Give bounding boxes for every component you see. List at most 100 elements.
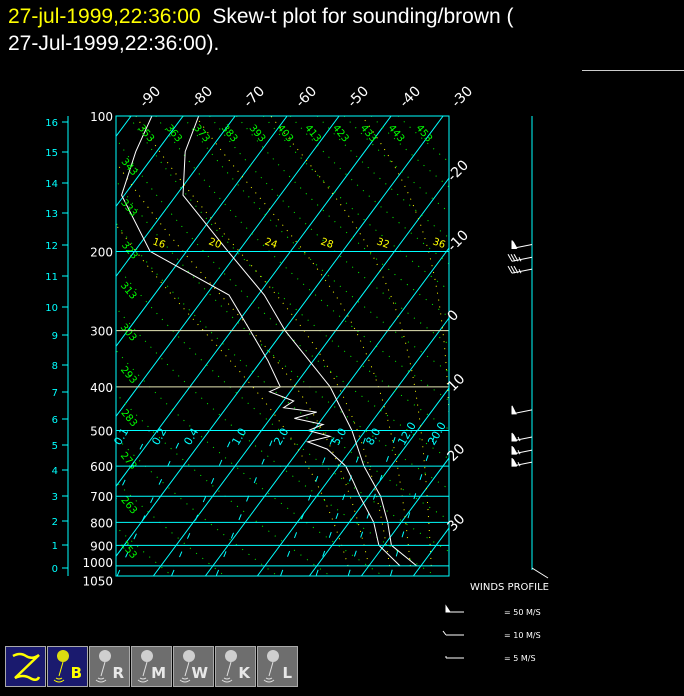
toolbar-button-w[interactable]: W <box>173 646 214 687</box>
toolbar-button-m[interactable]: M <box>131 646 172 687</box>
station-letter: K <box>238 664 250 682</box>
height-label: 5 <box>52 441 58 452</box>
station-letter: M <box>151 664 166 682</box>
balloon-icon <box>221 650 237 683</box>
dry-adiabat-label: 253 <box>118 539 139 561</box>
isotherm-label: 0 <box>445 307 463 325</box>
pressure-label: 800 <box>90 516 113 530</box>
height-label: 9 <box>52 331 58 342</box>
height-label: 8 <box>52 361 58 372</box>
barb-icon <box>513 253 519 262</box>
title-timestamp: 27-jul-1999,22:36:00 <box>8 5 201 28</box>
toolbar-button-z[interactable] <box>5 646 46 687</box>
height-label: 0 <box>52 564 58 575</box>
isotherm-line <box>308 387 449 576</box>
moist-adiabat-line <box>270 116 432 566</box>
half-barb-icon <box>517 461 521 467</box>
moist-adiabat-label: 24 <box>263 236 279 251</box>
height-label: 6 <box>52 415 58 426</box>
isotherm-line <box>256 317 449 576</box>
height-label: 4 <box>52 466 58 477</box>
winds-legend-5: = 5 M/S <box>504 654 536 663</box>
wind-barb-shaft <box>511 256 533 262</box>
mixing-ratio-label: 1.0 <box>229 426 249 448</box>
winds-legend-10: = 10 M/S <box>504 631 541 640</box>
barb-icon <box>512 241 518 249</box>
toolbar-button-b[interactable]: B <box>47 646 88 687</box>
barb-icon <box>513 265 519 274</box>
height-label: 16 <box>45 118 58 129</box>
mixing-ratio-line <box>215 430 277 576</box>
moist-adiabat-label: 36 <box>431 236 447 251</box>
dry-adiabat-label: 323 <box>119 240 140 262</box>
half-barb-icon <box>517 436 521 442</box>
isotherm-label: 30 <box>445 511 469 535</box>
dry-adiabat-label: 333 <box>118 197 139 219</box>
isotherm-label: -80 <box>189 83 216 110</box>
mixing-ratio-label: 2.0 <box>271 426 291 448</box>
winds-legend-50: = 50 M/S <box>504 608 541 617</box>
dry-adiabat-label: 313 <box>118 280 139 302</box>
balloon-icon <box>263 650 279 683</box>
barb-icon <box>510 265 516 274</box>
isotherm-label: 10 <box>445 371 469 395</box>
dry-adiabat-line <box>116 572 120 576</box>
balloon-icon <box>137 650 153 683</box>
mixing-ratio-line <box>390 430 437 576</box>
dry-adiabat-line <box>116 349 383 576</box>
dry-adiabat-line <box>116 306 436 576</box>
isotherm-line <box>0 116 79 576</box>
toolbar-button-l[interactable]: L <box>257 646 298 687</box>
wind-barb <box>511 405 533 415</box>
dry-adiabat-line <box>116 264 449 553</box>
mixing-ratio-label: 0.1 <box>111 426 131 448</box>
dry-adiabat-label: 343 <box>119 156 140 178</box>
isotherm-label: -60 <box>293 83 320 110</box>
dry-adiabat-label: 293 <box>118 365 139 387</box>
mixing-ratio-label: 20.0 <box>425 420 449 448</box>
dry-adiabat-line <box>116 526 172 576</box>
dry-adiabat-line <box>316 116 449 239</box>
toolbar-button-r[interactable]: R <box>89 646 130 687</box>
pressure-label: 300 <box>90 325 113 339</box>
isotherm-line <box>116 116 236 278</box>
half-barb-icon <box>518 256 522 262</box>
pressure-label: 700 <box>90 490 113 504</box>
isotherm-label: -30 <box>449 83 476 110</box>
dry-adiabat-label: 353 <box>135 123 156 145</box>
pennant-icon <box>511 405 517 415</box>
dry-adiabat-label: 403 <box>274 123 295 145</box>
pennant-icon <box>511 432 517 442</box>
wind-barb <box>511 457 533 467</box>
dry-adiabat-label: 423 <box>330 123 351 145</box>
mixing-ratio-label: 5.0 <box>329 426 349 448</box>
z-logo-icon <box>12 652 41 681</box>
balloon-icon <box>53 650 69 683</box>
toolbar-button-k[interactable]: K <box>215 646 256 687</box>
pressure-label: 200 <box>90 245 113 259</box>
pennant-icon <box>445 604 451 613</box>
isotherm-label: -90 <box>137 83 164 110</box>
winds-legend-symbols <box>442 604 464 659</box>
dry-adiabat-label: 263 <box>118 495 139 517</box>
isotherm-line <box>116 116 444 558</box>
mixing-ratio-label: 0.4 <box>181 426 201 448</box>
barb-icon <box>510 253 516 262</box>
mixing-ratio-line <box>116 430 150 500</box>
dry-adiabat-label: 363 <box>163 123 184 145</box>
dry-adiabat-line <box>182 116 449 373</box>
wind-barb <box>511 432 533 442</box>
page-title: 27-jul-1999,22:36:00 Skew-t plot for sou… <box>8 3 513 57</box>
isotherm-line <box>360 457 449 576</box>
barb-icon <box>442 630 447 636</box>
dry-adiabat-label: 373 <box>191 123 212 145</box>
moist-adiabat-line <box>135 116 391 566</box>
moist-adiabat-label: 28 <box>319 236 335 251</box>
wind-barb <box>511 240 533 249</box>
height-label: 1 <box>52 541 58 552</box>
dry-adiabat-label: 453 <box>413 123 434 145</box>
pennant-icon <box>511 240 517 249</box>
pressure-label: 500 <box>90 424 113 438</box>
moist-adiabat-label: 16 <box>151 236 167 251</box>
